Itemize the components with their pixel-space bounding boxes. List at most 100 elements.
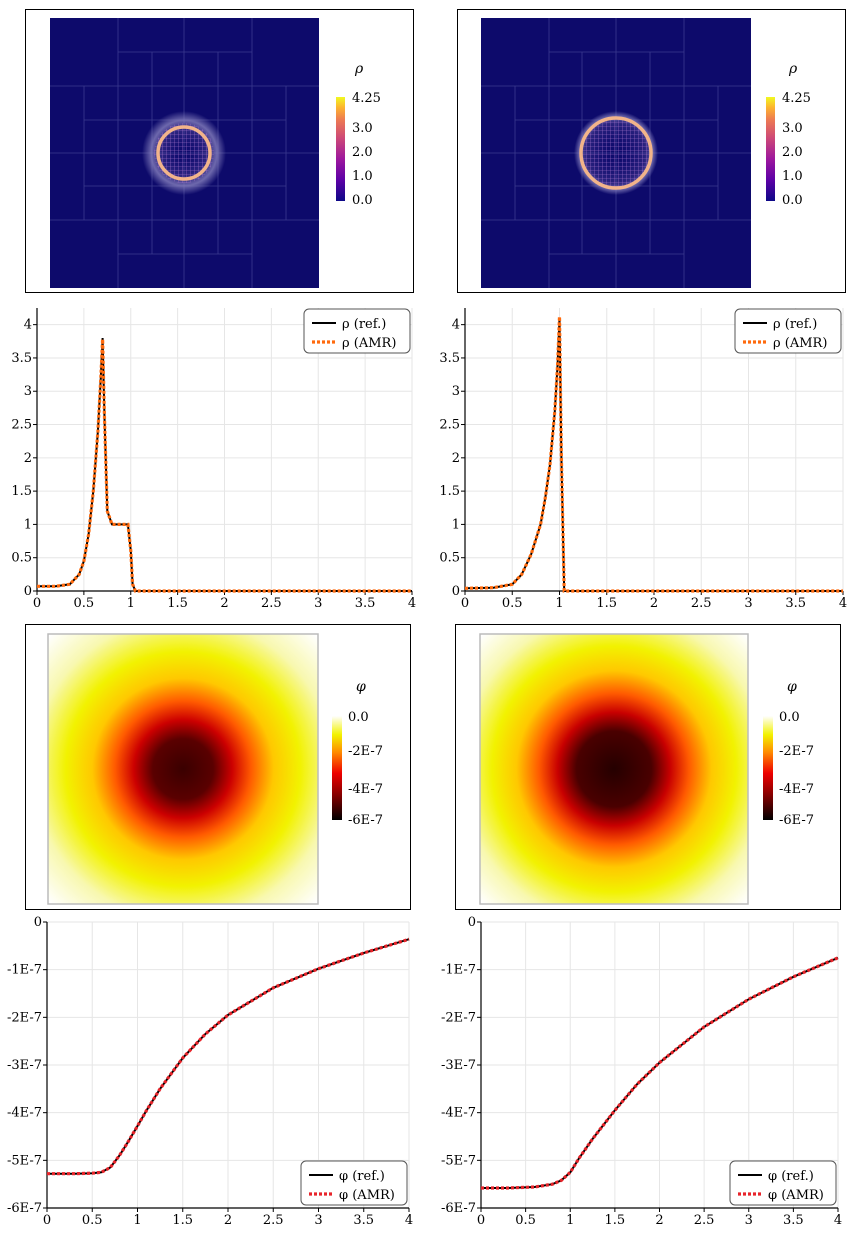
grid-lines bbox=[464, 308, 844, 592]
colorbar-tick: -6E-7 bbox=[779, 813, 814, 828]
colorbar-symbol: ρ bbox=[788, 61, 798, 77]
colorbar-symbol: φ bbox=[787, 679, 797, 695]
potential-colorbar bbox=[763, 716, 773, 820]
x-tick-label: 3 bbox=[744, 596, 752, 608]
series-amr-line bbox=[464, 316, 843, 593]
density-core-refinement bbox=[580, 117, 652, 189]
colorbar-tick: -6E-7 bbox=[348, 813, 383, 828]
colorbar-tick: -4E-7 bbox=[779, 782, 814, 797]
legend-label: ρ (AMR) bbox=[773, 336, 827, 351]
x-tick-label: 3 bbox=[745, 1213, 753, 1228]
colorbar-tick: -2E-7 bbox=[779, 744, 814, 759]
density-map-svg-2: ρ 4.25 3.0 2.0 1.0 0.0 bbox=[481, 18, 811, 288]
potential-field bbox=[47, 633, 319, 905]
density-map-panel-1: ρ 4.25 3.0 2.0 1.0 0.0 bbox=[25, 9, 414, 293]
x-tick-label: 2.5 bbox=[263, 1213, 284, 1228]
colorbar-tick: 0.0 bbox=[779, 710, 800, 725]
potential-colorbar bbox=[332, 716, 342, 820]
x-tick-label: 2 bbox=[220, 596, 228, 608]
x-tick-label: 1 bbox=[127, 596, 135, 608]
y-tick-label: -6E-7 bbox=[441, 1201, 476, 1216]
y-tick-label: -3E-7 bbox=[441, 1058, 476, 1073]
colorbar-tick: -2E-7 bbox=[348, 744, 383, 759]
x-tick-label: 0 bbox=[33, 596, 41, 608]
colorbar-tick: 4.25 bbox=[782, 91, 811, 106]
x-tick-label: 4 bbox=[834, 1213, 842, 1228]
colorbar-tick: 3.0 bbox=[352, 121, 373, 136]
legend: ρ (ref.) ρ (AMR) bbox=[734, 308, 842, 354]
legend-label: ρ (AMR) bbox=[342, 336, 396, 351]
density-shell bbox=[156, 125, 212, 181]
x-tick-label: 3.5 bbox=[785, 596, 806, 608]
y-tick-label: 3 bbox=[452, 384, 460, 399]
x-tick-label: 3 bbox=[314, 596, 322, 608]
y-tick-label: 0.5 bbox=[439, 551, 460, 566]
x-tick-label: 4 bbox=[839, 596, 847, 608]
legend: φ (ref.) φ (AMR) bbox=[729, 1160, 837, 1206]
x-tick-label: 3.5 bbox=[353, 1213, 374, 1228]
x-tick-label: 1.5 bbox=[596, 596, 617, 608]
potential-map-svg-1: φ 0.0 -2E-7 -4E-7 -6E-7 bbox=[47, 633, 383, 905]
density-colorbar bbox=[766, 97, 775, 201]
colorbar-tick: 0.0 bbox=[352, 193, 373, 208]
colorbar-tick: 3.0 bbox=[782, 121, 803, 136]
density-profile-chart-1: 0 0.5 1 1.5 2 2.5 3 3.5 4 0 0.5 1 1.5 2 2.5 3 3.5 4 ρ (ref… bbox=[0, 300, 428, 612]
legend-label: φ (ref.) bbox=[768, 1169, 814, 1184]
potential-map-svg-2: φ 0.0 -2E-7 -4E-7 -6E-7 bbox=[479, 633, 814, 905]
y-tick-label: 3.5 bbox=[11, 351, 32, 366]
y-tick-label: -4E-7 bbox=[7, 1106, 42, 1121]
y-tick-label: 3 bbox=[24, 384, 32, 399]
y-tick-label: -2E-7 bbox=[7, 1010, 42, 1025]
density-core-refinement bbox=[154, 123, 214, 183]
y-tick-label: 0.5 bbox=[11, 551, 32, 566]
colorbar-tick: 1.0 bbox=[352, 169, 373, 184]
legend-label: ρ (ref.) bbox=[342, 317, 386, 332]
colorbar-tick: 0.0 bbox=[348, 710, 369, 725]
x-tick-label: 0.5 bbox=[74, 596, 95, 608]
x-tick-label: 1 bbox=[133, 1213, 141, 1228]
x-tick-label: 3.5 bbox=[783, 1213, 804, 1228]
x-tick-label: 1.5 bbox=[167, 596, 188, 608]
x-tick-label: 2.5 bbox=[261, 596, 282, 608]
legend-box bbox=[729, 1160, 837, 1206]
x-tick-label: 3 bbox=[314, 1213, 322, 1228]
density-profile-svg-2: 0 0.5 1 1.5 2 2.5 3 3.5 4 0 0.5 1 1.5 2 2.5 3 3.5 4 ρ (ref… bbox=[439, 308, 847, 611]
potential-profile-chart-1: 0 0.5 1 1.5 2 2.5 3 3.5 4 0 -1E-7 -2E-7 -3E-7 -4E-7 -5… bbox=[0, 912, 428, 1238]
colorbar-tick: 2.0 bbox=[782, 145, 803, 160]
x-tick-label: 1.5 bbox=[172, 1213, 193, 1228]
y-tick-label: 2.5 bbox=[439, 418, 460, 433]
x-tick-label: 2.5 bbox=[691, 596, 712, 608]
density-map-panel-2: ρ 4.25 3.0 2.0 1.0 0.0 bbox=[457, 9, 846, 293]
colorbar-tick: 0.0 bbox=[782, 193, 803, 208]
y-tick-label: 0 bbox=[24, 584, 32, 599]
legend: φ (ref.) φ (AMR) bbox=[300, 1160, 408, 1206]
legend-box bbox=[303, 308, 411, 354]
y-tick-label: 2.5 bbox=[11, 418, 32, 433]
x-tick-label: 2 bbox=[655, 1213, 663, 1228]
y-tick-label: -1E-7 bbox=[441, 963, 476, 978]
x-tick-label: 2 bbox=[650, 596, 658, 608]
y-tick-label: 1 bbox=[452, 517, 460, 532]
legend-label: φ (AMR) bbox=[339, 1188, 395, 1203]
y-tick-label: 1.5 bbox=[11, 484, 32, 499]
x-tick-label: 0.5 bbox=[515, 1213, 536, 1228]
legend-label: ρ (ref.) bbox=[773, 317, 817, 332]
x-tick-label: 0.5 bbox=[502, 596, 523, 608]
y-tick-label: -5E-7 bbox=[441, 1153, 476, 1168]
y-tick-label: -4E-7 bbox=[441, 1106, 476, 1121]
colorbar-tick: 1.0 bbox=[782, 169, 803, 184]
colorbar-symbol: φ bbox=[356, 679, 366, 695]
y-tick-label: -2E-7 bbox=[441, 1010, 476, 1025]
y-tick-label: 2 bbox=[452, 451, 460, 466]
x-tick-label: 0 bbox=[461, 596, 469, 608]
y-tick-label: 2 bbox=[24, 451, 32, 466]
potential-field bbox=[479, 633, 749, 905]
y-tick-label: 1.5 bbox=[439, 484, 460, 499]
x-tick-label: 4 bbox=[408, 596, 416, 608]
legend-label: φ (AMR) bbox=[768, 1188, 824, 1203]
density-profile-chart-2: 0 0.5 1 1.5 2 2.5 3 3.5 4 0 0.5 1 1.5 2 2.5 3 3.5 4 ρ (ref… bbox=[428, 300, 865, 612]
density-map-svg-1: ρ 4.25 3.0 2.0 1.0 0.0 bbox=[50, 18, 381, 288]
y-tick-label: 3.5 bbox=[439, 351, 460, 366]
x-tick-label: 0 bbox=[43, 1213, 51, 1228]
y-tick-label: 1 bbox=[24, 517, 32, 532]
